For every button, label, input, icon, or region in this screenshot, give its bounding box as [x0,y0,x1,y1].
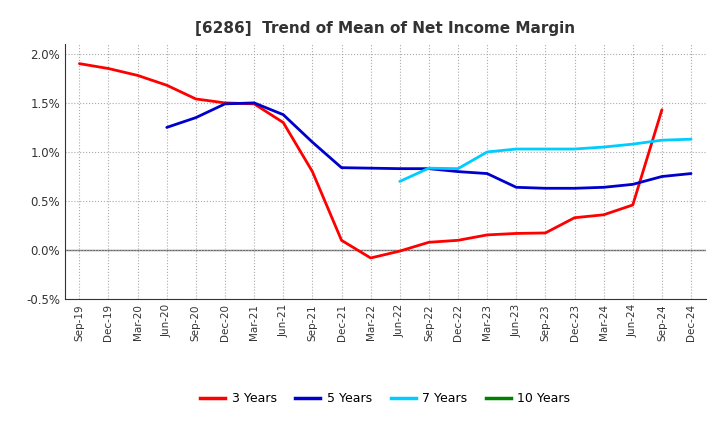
7 Years [629,142,637,147]
3 Years [104,66,113,71]
5 Years [279,112,287,117]
5 Years [657,174,666,179]
3 Years [483,232,492,238]
5 Years [425,166,433,171]
7 Years [570,147,579,152]
3 Years [220,100,229,106]
3 Years [337,238,346,243]
5 Years [629,182,637,187]
5 Years [366,165,375,171]
3 Years [366,255,375,260]
7 Years [657,138,666,143]
3 Years [454,238,462,243]
7 Years [541,147,550,152]
3 Years [570,215,579,220]
Legend: 3 Years, 5 Years, 7 Years, 10 Years: 3 Years, 5 Years, 7 Years, 10 Years [195,387,575,410]
7 Years [599,144,608,150]
3 Years [425,240,433,245]
7 Years [512,147,521,152]
3 Years [395,249,404,254]
5 Years [483,171,492,176]
3 Years [629,202,637,208]
7 Years [395,179,404,184]
3 Years [192,96,200,102]
Line: 5 Years: 5 Years [167,103,691,188]
5 Years [308,139,317,145]
5 Years [599,185,608,190]
5 Years [192,115,200,120]
Line: 3 Years: 3 Years [79,64,662,258]
3 Years [657,107,666,112]
3 Years [308,169,317,174]
5 Years [163,125,171,130]
5 Years [541,186,550,191]
3 Years [163,83,171,88]
7 Years [687,136,696,142]
Title: [6286]  Trend of Mean of Net Income Margin: [6286] Trend of Mean of Net Income Margi… [195,21,575,36]
5 Years [220,101,229,106]
5 Years [570,186,579,191]
5 Years [337,165,346,170]
7 Years [425,165,433,171]
3 Years [133,73,142,78]
5 Years [512,185,521,190]
3 Years [250,101,258,106]
7 Years [483,149,492,154]
Line: 7 Years: 7 Years [400,139,691,181]
3 Years [541,230,550,235]
5 Years [395,166,404,171]
3 Years [279,120,287,125]
3 Years [599,212,608,217]
5 Years [250,100,258,106]
3 Years [75,61,84,66]
3 Years [512,231,521,236]
7 Years [454,166,462,171]
5 Years [687,171,696,176]
5 Years [454,169,462,174]
